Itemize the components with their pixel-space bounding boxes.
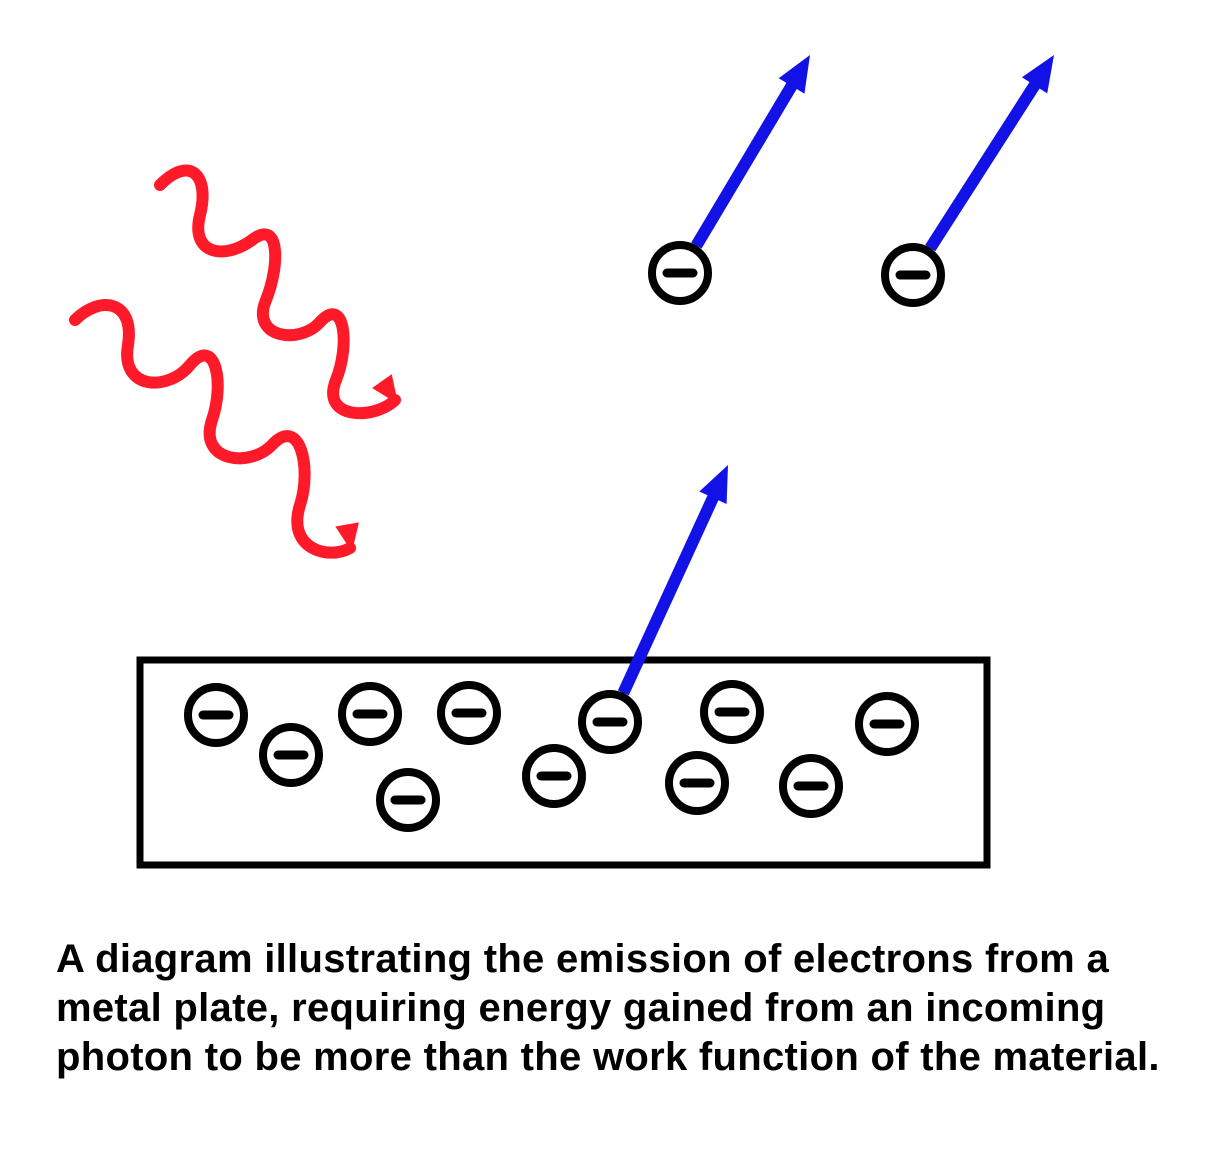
diagram-caption: A diagram illustrating the emission of e…: [56, 935, 1166, 1081]
electron-in-plate: [342, 686, 398, 742]
electron-in-plate: [263, 727, 319, 783]
electron-in-plate: [783, 758, 839, 814]
electron-in-plate: [441, 685, 497, 741]
electron-in-plate: [526, 748, 582, 804]
electron-in-plate: [188, 687, 244, 743]
emitted-electron: [885, 247, 941, 303]
electron-in-plate: [704, 684, 760, 740]
electron-in-plate: [669, 755, 725, 811]
electron-in-plate: [582, 694, 638, 750]
electron-in-plate: [380, 772, 436, 828]
emitted-electron: [652, 245, 708, 301]
electron-in-plate: [859, 696, 915, 752]
